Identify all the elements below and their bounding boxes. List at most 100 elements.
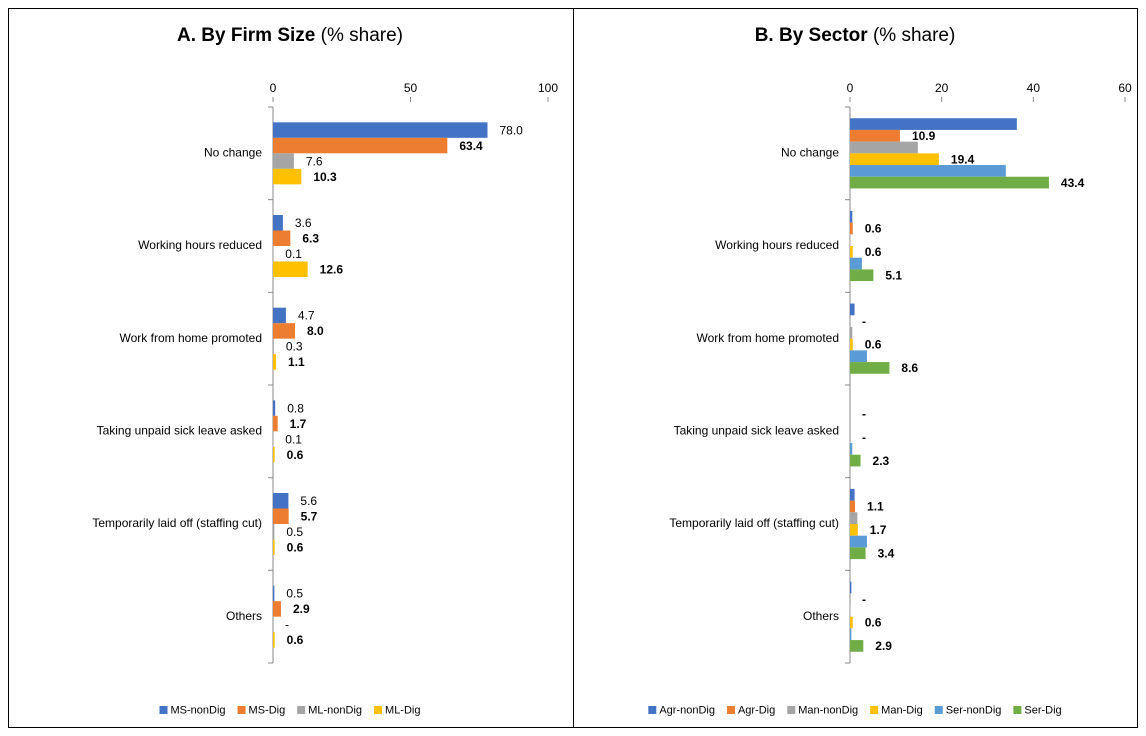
legend-swatch <box>374 706 383 714</box>
bar <box>273 261 308 277</box>
data-label: 8.6 <box>901 361 918 375</box>
y-tick-label: Taking unpaid sick leave asked <box>97 424 262 438</box>
legend-label: MS-Dig <box>249 704 286 716</box>
bar <box>273 215 283 231</box>
legend: MS-nonDig MS-Dig ML-nonDig ML-Dig <box>159 704 420 716</box>
legend-label: Man-nonDig <box>798 704 858 716</box>
legend-label: Ser-nonDig <box>946 704 1002 716</box>
y-tick-label: No change <box>781 146 839 160</box>
bar <box>273 539 275 555</box>
legend-label: Agr-nonDig <box>659 704 715 716</box>
data-label: 5.1 <box>885 268 902 282</box>
data-label: 6.3 <box>302 231 319 245</box>
legend-label: MS-nonDig <box>171 704 226 716</box>
bar <box>273 400 276 416</box>
bar <box>850 547 866 560</box>
title-unit: (% share) <box>321 25 403 46</box>
bar <box>850 210 853 223</box>
bar <box>273 153 294 169</box>
x-tick-label: 40 <box>1027 81 1041 95</box>
data-label: 12.6 <box>320 262 344 276</box>
y-tick-label: Work from home promoted <box>120 331 263 345</box>
data-label: 3.6 <box>295 216 312 230</box>
bar <box>850 246 853 258</box>
data-label: 1.1 <box>288 355 305 369</box>
data-label: 0.6 <box>865 222 882 236</box>
bar <box>273 493 289 509</box>
y-tick-label: Working hours reduced <box>138 238 262 252</box>
chart-title: A. By Firm Size (% share) <box>177 25 403 46</box>
data-label: - <box>862 407 866 421</box>
y-tick-label: Temporarily laid off (staffing cut) <box>669 516 839 530</box>
x-tick-label: 100 <box>538 81 558 95</box>
data-label: 0.5 <box>286 587 303 601</box>
bar <box>273 601 281 617</box>
bar <box>273 508 289 524</box>
x-tick-label: 50 <box>404 81 418 95</box>
data-label: 0.1 <box>285 247 302 261</box>
legend-label: ML-nonDig <box>308 704 362 716</box>
title-main: A. By Firm Size <box>177 25 315 46</box>
data-label: 7.6 <box>306 154 323 168</box>
bar <box>850 443 853 455</box>
bar <box>850 512 858 524</box>
bar <box>850 269 874 282</box>
y-tick-label: Working hours reduced <box>715 238 839 252</box>
data-label: 2.9 <box>293 602 310 616</box>
legend-swatch <box>159 706 168 714</box>
bar <box>850 535 867 548</box>
bar <box>273 137 448 154</box>
legend-label: Agr-Dig <box>738 704 775 716</box>
legend-swatch <box>787 706 796 714</box>
bar <box>850 640 864 652</box>
legend: Agr-nonDig Agr-Dig Man-nonDig Man-Dig Ser-no… <box>648 704 1062 716</box>
bar <box>850 118 1017 130</box>
data-label: 4.7 <box>298 309 315 323</box>
data-label: 0.1 <box>285 432 302 446</box>
data-label: 0.6 <box>287 448 304 462</box>
y-tick-label: Work from home promoted <box>697 331 840 345</box>
bar <box>850 362 890 374</box>
bar <box>850 257 862 270</box>
data-label: 63.4 <box>459 139 483 153</box>
bar <box>273 338 274 355</box>
bar <box>850 153 939 166</box>
data-label: - <box>862 314 866 328</box>
title-unit: (% share) <box>873 25 955 46</box>
legend-swatch <box>297 706 306 714</box>
bar <box>850 222 853 235</box>
bar <box>273 307 286 324</box>
data-label: 10.3 <box>313 170 337 184</box>
legend-swatch <box>1013 706 1022 714</box>
data-label: 19.4 <box>951 152 975 166</box>
data-label: 1.7 <box>290 417 307 431</box>
data-label: - <box>862 592 866 606</box>
data-label: 8.0 <box>307 324 324 338</box>
data-label: 10.9 <box>912 129 936 143</box>
data-label: 0.6 <box>865 245 882 259</box>
bar <box>273 446 275 463</box>
bar <box>850 165 1006 177</box>
data-label: 43.4 <box>1061 176 1085 190</box>
data-label: 2.9 <box>875 639 892 653</box>
data-label: 3.4 <box>878 546 895 560</box>
y-tick-label: No change <box>204 146 262 160</box>
data-label: 0.6 <box>287 540 304 554</box>
data-label: 0.3 <box>286 340 303 354</box>
legend-label: ML-Dig <box>385 704 420 716</box>
y-tick-label: Others <box>226 609 262 623</box>
bar <box>850 524 858 536</box>
chart-title: B. By Sector (% share) <box>755 25 956 46</box>
bar <box>273 354 277 370</box>
data-label: 0.6 <box>865 616 882 630</box>
bar <box>850 488 855 501</box>
x-tick-label: 60 <box>1118 81 1132 95</box>
x-tick-label: 20 <box>935 81 949 95</box>
data-label: 78.0 <box>500 123 524 137</box>
x-tick-label: 0 <box>847 81 854 95</box>
data-label: 5.6 <box>300 494 317 508</box>
bar <box>273 168 302 185</box>
y-tick-label: Others <box>803 609 839 623</box>
data-label: 0.8 <box>287 401 304 415</box>
